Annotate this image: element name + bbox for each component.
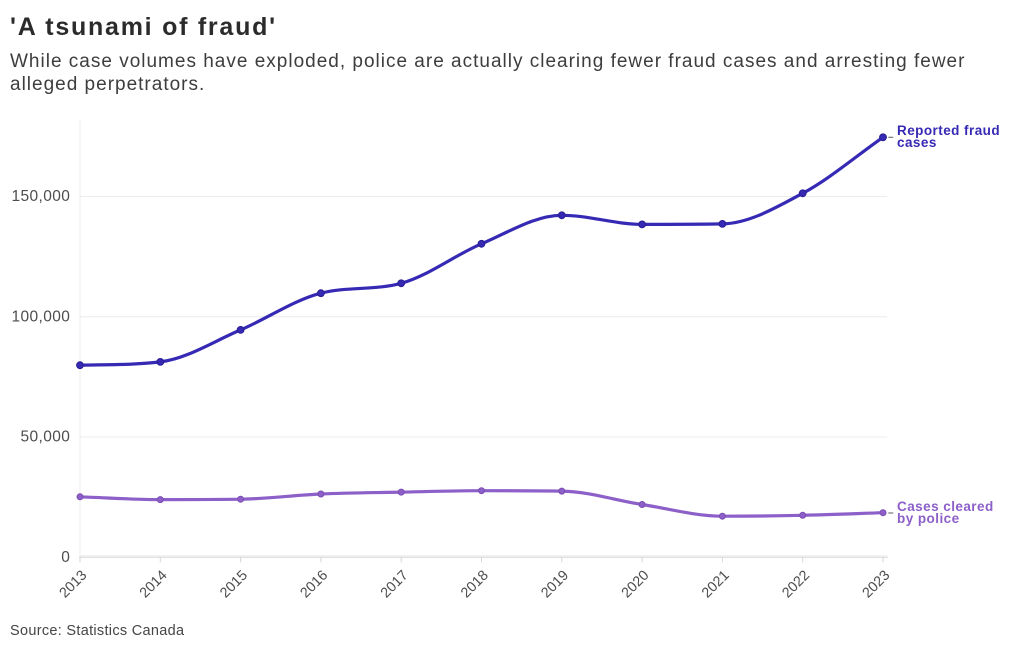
svg-text:Cases cleared: Cases cleared <box>897 499 994 514</box>
svg-text:by police: by police <box>897 511 960 526</box>
svg-text:2018: 2018 <box>458 567 492 601</box>
svg-text:2021: 2021 <box>699 567 733 601</box>
svg-text:cases: cases <box>897 135 937 150</box>
svg-text:2023: 2023 <box>860 567 894 601</box>
svg-text:Reported fraud: Reported fraud <box>897 123 1000 138</box>
svg-text:50,000: 50,000 <box>20 429 70 446</box>
svg-text:0: 0 <box>61 549 70 566</box>
svg-text:2019: 2019 <box>538 567 572 601</box>
svg-text:2015: 2015 <box>217 567 251 601</box>
svg-text:2022: 2022 <box>779 567 813 601</box>
svg-text:2020: 2020 <box>619 567 653 601</box>
svg-text:2017: 2017 <box>378 567 412 601</box>
svg-text:150,000: 150,000 <box>11 188 70 205</box>
svg-text:2016: 2016 <box>297 567 331 601</box>
svg-text:100,000: 100,000 <box>11 308 70 325</box>
svg-text:2014: 2014 <box>137 567 171 601</box>
svg-text:2013: 2013 <box>57 567 91 601</box>
